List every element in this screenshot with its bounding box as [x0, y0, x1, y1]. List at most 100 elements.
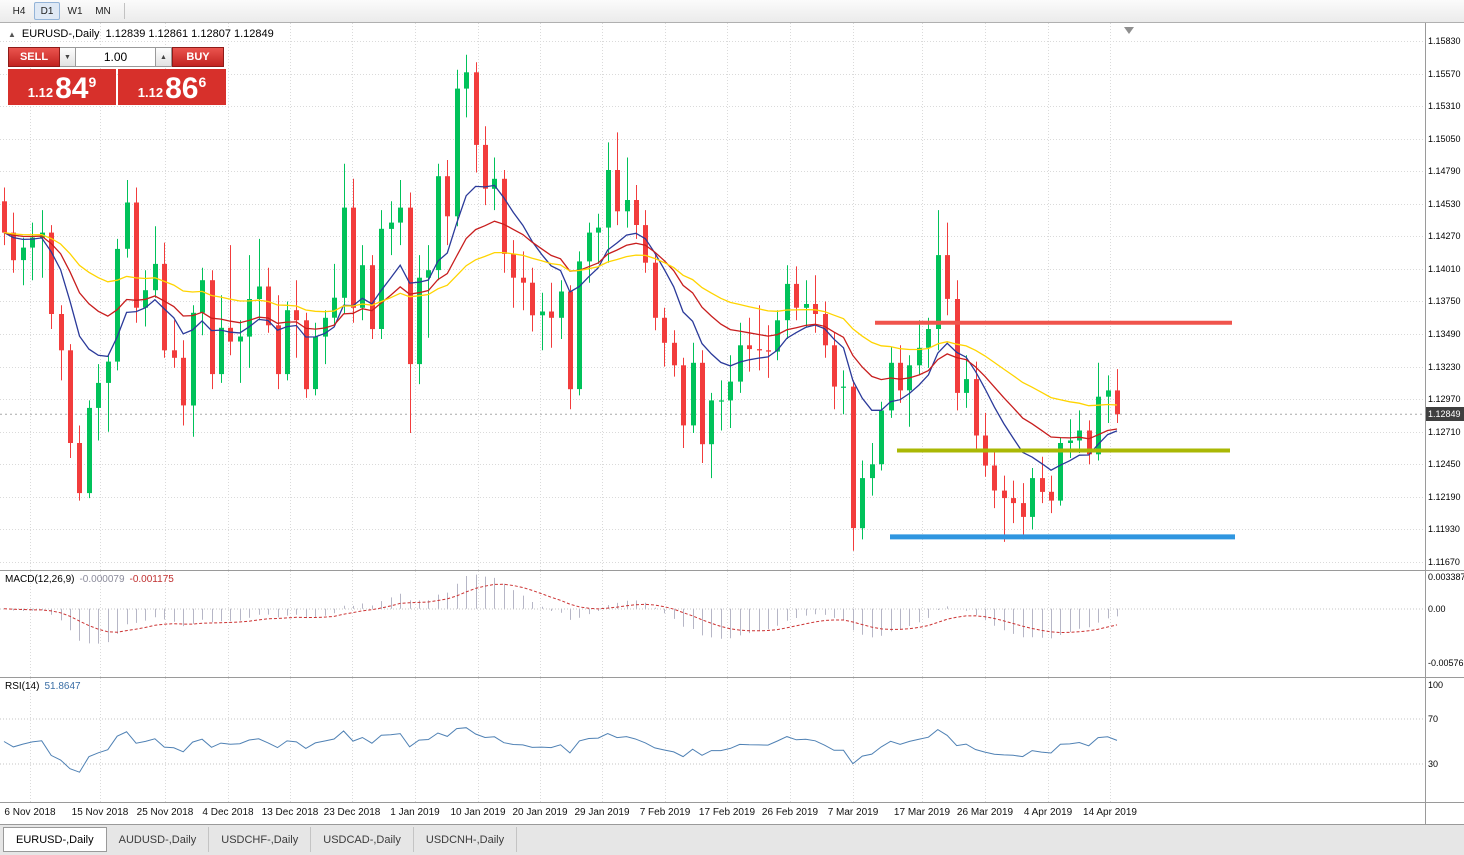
rsi-plot[interactable]: RSI(14) 51.8647: [0, 678, 1425, 802]
toolbar-separator: [124, 3, 125, 19]
price-axis-label: 1.15830: [1428, 36, 1461, 46]
price-axis-label: 1.11930: [1428, 524, 1460, 534]
rsi-axis-label: 30: [1428, 759, 1439, 769]
time-axis-label: 29 Jan 2019: [574, 807, 630, 818]
chart-ohlc-header: ▲ EURUSD-,Daily 1.12839 1.12861 1.12807 …: [8, 28, 274, 40]
time-axis-row: 6 Nov 2018 15 Nov 2018 25 Nov 2018 4 Dec 20…: [0, 802, 1464, 824]
rsi-axis-label: 70: [1428, 714, 1439, 724]
time-axis-label: 20 Jan 2019: [512, 807, 568, 818]
time-axis-label: 6 Nov 2018: [4, 807, 56, 818]
rsi-title: RSI(14): [5, 681, 40, 692]
buy-button[interactable]: BUY: [172, 47, 224, 67]
macd-signal-line: [3, 583, 1118, 634]
price-chart-plot[interactable]: ▲ EURUSD-,Daily 1.12839 1.12861 1.12807 …: [0, 23, 1425, 570]
rsi-value: 51.8647: [44, 681, 81, 692]
time-axis-label: 23 Dec 2018: [323, 807, 381, 818]
volume-increase-button[interactable]: ▲: [156, 47, 172, 67]
macd-axis[interactable]: 0.003387 0.00 -0.00576: [1425, 571, 1464, 677]
time-axis-label: 13 Dec 2018: [261, 807, 319, 818]
price-axis-label: 1.13750: [1428, 296, 1461, 306]
price-axis-label: 1.15050: [1428, 134, 1461, 144]
timeframe-button-d1[interactable]: D1: [34, 2, 60, 20]
axis-corner: [1425, 803, 1464, 824]
timeframe-button-h4[interactable]: H4: [12, 5, 26, 17]
price-axis-label: 1.13490: [1428, 329, 1461, 339]
macd-axis-label: 0.003387: [1428, 572, 1464, 582]
sell-price-panel[interactable]: 1.12 84 9: [8, 69, 116, 105]
buy-price-pipette: 6: [198, 74, 207, 90]
time-axis-label: 4 Dec 2018: [202, 807, 254, 818]
timeframe-button-mn[interactable]: MN: [95, 5, 111, 17]
macd-pane: MACD(12,26,9) -0.000079 -0.001175 0.0033…: [0, 570, 1464, 677]
price-axis-label: 1.12450: [1428, 459, 1461, 469]
current-price-badge: 1.12849: [1426, 407, 1464, 421]
time-axis-label: 26 Mar 2019: [956, 807, 1014, 818]
trade-controls-row: SELL ▼ ▲ BUY: [8, 47, 226, 67]
sell-button[interactable]: SELL: [8, 47, 60, 67]
rsi-line: [3, 727, 1118, 773]
buy-price-prefix: 1.12: [137, 85, 164, 100]
time-axis-label: 14 Apr 2019: [1083, 807, 1137, 818]
grid: [0, 23, 1425, 570]
price-axis-label: 1.12710: [1428, 427, 1461, 437]
macd-canvas[interactable]: [0, 571, 1425, 677]
rsi-canvas[interactable]: [0, 678, 1425, 802]
macd-plot[interactable]: MACD(12,26,9) -0.000079 -0.001175: [0, 571, 1425, 677]
time-axis-label: 25 Nov 2018: [136, 807, 194, 818]
one-click-trading-panel: SELL ▼ ▲ BUY 1.12 84 9 1.12: [8, 47, 226, 105]
ma-slow-yellow: [3, 231, 1118, 407]
rsi-axis[interactable]: 100 70 30: [1425, 678, 1464, 802]
grid: [0, 678, 1425, 802]
chart-tab-eurusd-daily[interactable]: EURUSD-,Daily: [3, 827, 107, 852]
main-price-pane: ▲ EURUSD-,Daily 1.12839 1.12861 1.12807 …: [0, 23, 1464, 570]
price-axis-label: 1.15570: [1428, 69, 1461, 79]
price-axis-label: 1.14790: [1428, 166, 1461, 176]
volume-decrease-button[interactable]: ▼: [60, 47, 76, 67]
candlestick-series[interactable]: [2, 54, 1120, 551]
price-axis-label: 1.11670: [1428, 557, 1460, 567]
price-axis-label: 1.13230: [1428, 362, 1461, 372]
time-axis[interactable]: 6 Nov 2018 15 Nov 2018 25 Nov 2018 4 Dec 20…: [0, 803, 1425, 824]
macd-axis-label: -0.00576: [1428, 658, 1464, 668]
chart-tab-usdchf-daily[interactable]: USDCHF-,Daily: [209, 827, 312, 852]
macd-signal-value: -0.001175: [129, 574, 174, 585]
price-axis-label: 1.12970: [1428, 394, 1461, 404]
collapse-trade-panel-icon[interactable]: ▲: [8, 29, 16, 39]
macd-axis-label: 0.00: [1428, 604, 1446, 614]
price-axis-label: 1.15310: [1428, 101, 1461, 111]
chart-tab-audusd-daily[interactable]: AUDUSD-,Daily: [107, 827, 210, 852]
macd-histogram: [13, 574, 1118, 644]
grid: [0, 571, 1425, 677]
chart-tab-usdcad-daily[interactable]: USDCAD-,Daily: [311, 827, 414, 852]
rsi-pane: RSI(14) 51.8647 100 70 30: [0, 677, 1464, 802]
rsi-axis-label: 100: [1428, 680, 1444, 690]
time-axis-label: 1 Jan 2019: [390, 807, 440, 818]
rsi-header: RSI(14) 51.8647: [5, 681, 81, 692]
timeframe-toolbar: H4 D1 W1 MN: [0, 0, 1464, 23]
chart-tab-usdcnh-daily[interactable]: USDCNH-,Daily: [414, 827, 518, 852]
timeframe-button-w1[interactable]: W1: [67, 5, 83, 17]
chart-shift-icon[interactable]: [1124, 27, 1134, 34]
price-axis-label: 1.14270: [1428, 231, 1461, 241]
time-axis-label: 17 Mar 2019: [893, 807, 951, 818]
time-axis-label: 15 Nov 2018: [71, 807, 129, 818]
macd-header: MACD(12,26,9) -0.000079 -0.001175: [5, 574, 174, 585]
sell-price-big-digits: 84: [55, 72, 89, 105]
candlestick-canvas[interactable]: [0, 23, 1425, 570]
time-axis-label: 26 Feb 2019: [761, 807, 819, 818]
price-axis[interactable]: 1.15830 1.15570 1.15310 1.15050 1.14790 1.145…: [1425, 23, 1464, 570]
buy-price-panel[interactable]: 1.12 86 6: [118, 69, 226, 105]
trade-prices-row: 1.12 84 9 1.12 86 6: [8, 69, 226, 105]
sell-price-pipette: 9: [88, 74, 97, 90]
macd-title: MACD(12,26,9): [5, 574, 75, 585]
ma-medium-red: [3, 220, 1118, 440]
time-axis-label: 10 Jan 2019: [450, 807, 506, 818]
macd-main-value: -0.000079: [79, 574, 125, 585]
sell-price-prefix: 1.12: [27, 85, 54, 100]
chart-ohlc-values: 1.12839 1.12861 1.12807 1.12849: [105, 28, 274, 40]
time-axis-label: 4 Apr 2019: [1023, 807, 1073, 818]
chart-window: ▲ EURUSD-,Daily 1.12839 1.12861 1.12807 …: [0, 23, 1464, 824]
price-axis-label: 1.14010: [1428, 264, 1461, 274]
volume-input[interactable]: [76, 47, 156, 67]
